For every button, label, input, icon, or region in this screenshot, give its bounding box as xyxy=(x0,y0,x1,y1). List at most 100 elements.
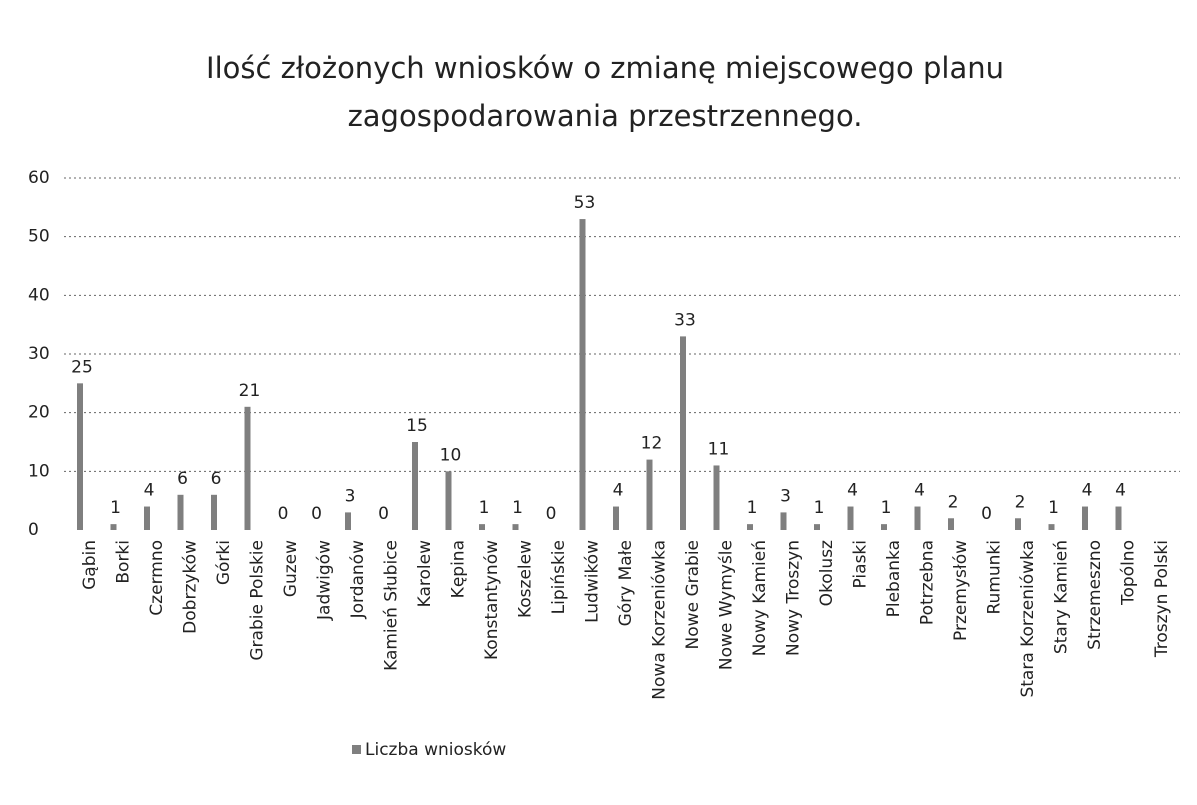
data-label: 53 xyxy=(574,193,596,213)
data-label: 1 xyxy=(1048,498,1059,518)
data-label: 3 xyxy=(780,486,791,506)
data-label: 10 xyxy=(440,445,462,465)
bar xyxy=(445,471,452,530)
x-tick-label: Koszelew xyxy=(516,540,536,618)
bar xyxy=(948,518,954,530)
data-label: 0 xyxy=(278,504,289,524)
x-tick-label: Nowe Grabie xyxy=(683,540,703,649)
x-tick-label: Rumunki xyxy=(985,540,1005,615)
x-tick-label: Borki xyxy=(114,540,134,584)
x-tick-label: Ludwików xyxy=(583,540,603,623)
x-tick-label: Nowy Kamień xyxy=(750,540,770,656)
data-label: 4 xyxy=(1115,481,1126,501)
data-label: 0 xyxy=(546,504,557,524)
data-label: 1 xyxy=(881,498,892,518)
x-tick-label: Góry Małe xyxy=(616,540,636,626)
bar xyxy=(177,494,184,530)
x-tick-label: Okolusz xyxy=(817,540,837,606)
legend-label: Liczba wniosków xyxy=(365,740,506,760)
bar xyxy=(1082,506,1088,530)
data-label: 6 xyxy=(211,469,222,489)
bar xyxy=(479,524,485,530)
data-label: 2 xyxy=(948,492,959,512)
bar xyxy=(211,494,217,530)
data-label: 2 xyxy=(1015,492,1026,512)
data-label: 3 xyxy=(345,486,356,506)
data-label: 11 xyxy=(708,439,730,459)
bar xyxy=(914,506,921,530)
y-tick-label: 40 xyxy=(28,285,50,305)
y-tick-label: 10 xyxy=(28,461,50,481)
x-tick-label: Strzemeszno xyxy=(1085,540,1105,650)
data-label: 4 xyxy=(914,481,925,501)
bar xyxy=(1115,506,1122,530)
x-tick-label: Nowe Wymyśle xyxy=(717,540,737,670)
bar xyxy=(144,506,150,530)
chart-title: Ilość złożonych wniosków o zmianę miejsc… xyxy=(206,51,1004,133)
data-label: 0 xyxy=(311,504,322,524)
bar xyxy=(579,219,586,531)
data-label: 6 xyxy=(177,469,188,489)
x-tick-label: Plebanka xyxy=(884,540,904,617)
x-tick-label: Kamień Słubice xyxy=(382,540,402,671)
x-tick-label: Guzew xyxy=(281,540,301,597)
data-label: 25 xyxy=(71,357,93,377)
data-label: 1 xyxy=(747,498,758,518)
x-tick-label: Grabie Polskie xyxy=(248,540,268,661)
bar xyxy=(847,506,854,530)
data-label: 4 xyxy=(144,481,155,501)
data-label: 33 xyxy=(674,310,696,330)
y-tick-label: 30 xyxy=(28,344,50,364)
x-tick-label: Konstantynów xyxy=(482,540,502,660)
x-tick-label: Jordanów xyxy=(348,540,368,619)
x-tick-label: Jadwigów xyxy=(315,540,335,621)
y-tick-label: 60 xyxy=(28,168,50,188)
bar xyxy=(512,524,519,530)
y-tick-label: 0 xyxy=(28,520,39,540)
bar xyxy=(747,524,753,530)
x-tick-label: Przemysłów xyxy=(951,540,971,641)
data-label: 4 xyxy=(613,481,624,501)
x-tick-label: Nowa Korzeniówka xyxy=(650,540,670,700)
bar xyxy=(1048,524,1055,530)
bar xyxy=(713,465,720,530)
bar xyxy=(77,383,83,530)
bar xyxy=(680,336,686,530)
x-tick-label: Piaski xyxy=(851,540,871,588)
bar xyxy=(881,524,887,530)
x-tick-label: Karolew xyxy=(415,540,435,607)
bar xyxy=(345,512,351,530)
data-label: 12 xyxy=(641,434,663,454)
x-tick-label: Lipińskie xyxy=(549,540,569,614)
data-label: 1 xyxy=(512,498,523,518)
data-label: 1 xyxy=(479,498,490,518)
data-label: 4 xyxy=(1082,481,1093,501)
x-tick-label: Stara Korzeniówka xyxy=(1018,540,1038,698)
data-label: 15 xyxy=(406,416,428,436)
bar xyxy=(412,442,418,530)
x-tick-label: Potrzebna xyxy=(918,540,938,625)
data-label: 21 xyxy=(239,381,261,401)
bar xyxy=(646,459,653,530)
x-tick-label: Kępina xyxy=(449,540,469,598)
data-label: 1 xyxy=(814,498,825,518)
y-tick-label: 20 xyxy=(28,403,50,423)
x-tick-label: Czermno xyxy=(147,540,167,616)
bar xyxy=(613,506,619,530)
x-tick-label: Gąbin xyxy=(80,540,100,590)
x-tick-label: Stary Kamień xyxy=(1052,540,1072,654)
x-tick-label: Nowy Troszyn xyxy=(784,540,804,656)
data-label: 4 xyxy=(847,481,858,501)
x-tick-label: Górki xyxy=(214,540,234,585)
bar xyxy=(814,524,820,530)
bar xyxy=(1015,518,1021,530)
y-tick-label: 50 xyxy=(28,227,50,247)
data-label: 1 xyxy=(110,498,121,518)
bar xyxy=(780,512,787,530)
bar xyxy=(110,524,117,530)
legend-swatch xyxy=(352,745,361,754)
bar xyxy=(244,406,251,530)
data-label: 0 xyxy=(981,504,992,524)
